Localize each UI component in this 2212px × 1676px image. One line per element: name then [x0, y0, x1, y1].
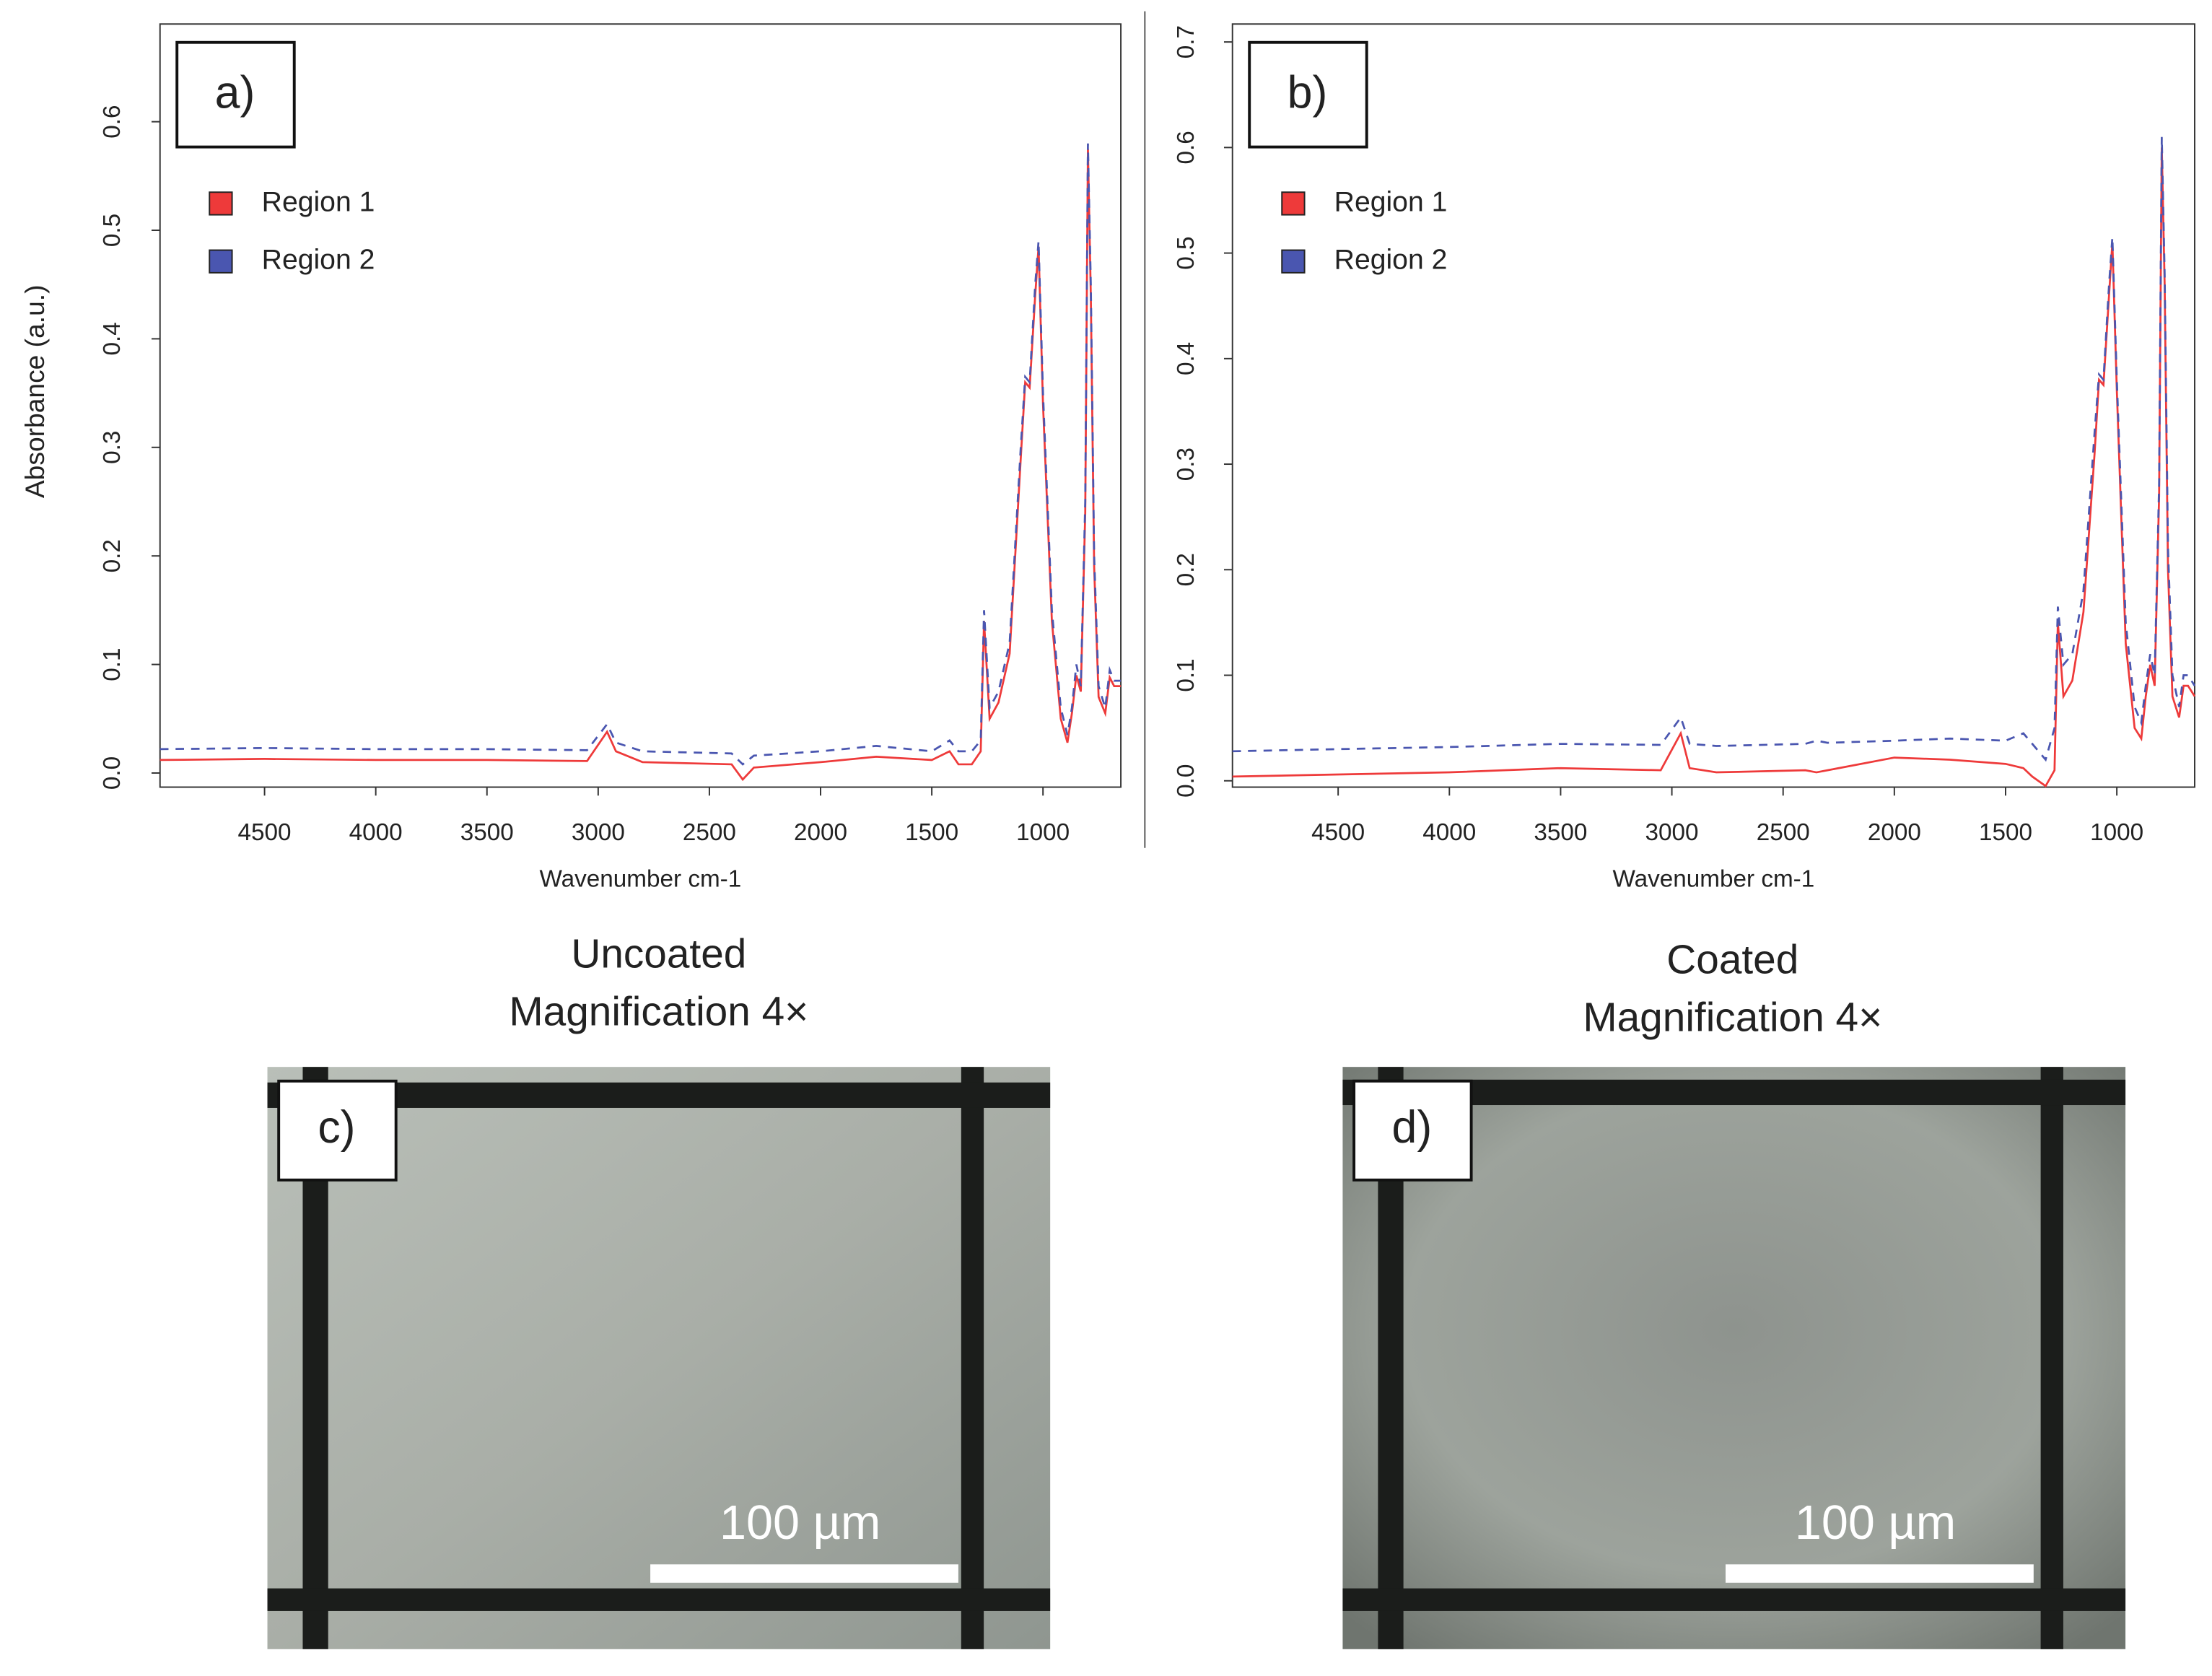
grid-bar	[961, 1067, 984, 1649]
label-box	[277, 1079, 398, 1182]
x-tick-label: 1500	[1979, 819, 2032, 846]
x-tick-label: 3500	[460, 819, 514, 846]
x-tick-label: 3000	[572, 819, 625, 846]
plot-frame	[159, 23, 1122, 788]
image-title: Uncoated	[571, 931, 746, 977]
legend-swatch	[209, 249, 233, 274]
plot-frame	[1231, 23, 2195, 788]
y-tick-label: 0.6	[99, 105, 126, 139]
y-tick-label: 0.6	[1173, 131, 1199, 164]
image-title: Coated	[1666, 937, 1798, 982]
y-tick-label: 0.3	[99, 431, 126, 464]
legend-swatch	[1281, 191, 1306, 216]
scale-label: 100 µm	[1795, 1496, 1956, 1550]
x-tick-label: 2000	[794, 819, 847, 846]
x-axis-label: Wavenumber cm-1	[1612, 866, 1814, 893]
x-tick-label: 2500	[683, 819, 736, 846]
panel-label: c)	[318, 1102, 355, 1153]
series-line	[1232, 147, 2196, 788]
grid-bar	[267, 1588, 1051, 1611]
legend-label: Region 2	[262, 245, 375, 276]
legend-swatch	[209, 191, 233, 216]
image-subtitle: Magnification 4×	[1583, 995, 1882, 1041]
photo	[1342, 1067, 2126, 1649]
grid-bar	[1342, 1588, 2126, 1611]
x-tick-label: 1000	[2090, 819, 2143, 846]
grid-bar	[1342, 1079, 2126, 1106]
legend-label: Region 2	[1334, 245, 1448, 276]
y-tick-label: 0.4	[1173, 342, 1199, 375]
x-tick-label: 4000	[1422, 819, 1476, 846]
image-subtitle: Magnification 4×	[509, 990, 808, 1035]
series-line	[159, 143, 1122, 766]
panel-label: b)	[1288, 68, 1328, 118]
y-tick-label: 0.5	[99, 214, 126, 247]
series-line	[1232, 136, 2196, 762]
x-tick-label: 4500	[1311, 819, 1365, 846]
panel-label: a)	[215, 68, 255, 118]
y-tick-label: 0.2	[99, 539, 126, 572]
panel-label: d)	[1392, 1102, 1433, 1153]
grid-bar	[267, 1082, 1051, 1108]
label-box	[1248, 40, 1368, 149]
y-tick-label: 0.0	[1173, 764, 1199, 798]
scale-bar	[1726, 1564, 2034, 1583]
y-tick-label: 0.4	[99, 322, 126, 355]
legend-label: Region 1	[1334, 186, 1448, 217]
x-tick-label: 1500	[905, 819, 958, 846]
x-tick-label: 4500	[238, 819, 292, 846]
scale-bar	[650, 1564, 958, 1583]
x-tick-label: 2500	[1757, 819, 1810, 846]
x-tick-label: 1000	[1016, 819, 1070, 846]
legend-swatch	[1281, 249, 1306, 274]
x-axis-label: Wavenumber cm-1	[540, 866, 742, 893]
x-tick-label: 2000	[1868, 819, 1921, 846]
y-tick-label: 0.1	[99, 647, 126, 681]
label-box	[1352, 1079, 1473, 1182]
label-box	[175, 40, 296, 149]
y-tick-label: 0.0	[99, 756, 126, 790]
y-tick-label: 0.3	[1173, 448, 1199, 481]
micrograph	[1342, 1067, 2126, 1649]
y-axis-label: Absorbance (a.u.)	[19, 285, 50, 499]
x-tick-label: 3000	[1645, 819, 1699, 846]
y-tick-label: 0.2	[1173, 553, 1199, 586]
x-tick-label: 3500	[1534, 819, 1587, 846]
grid-bar	[2040, 1067, 2063, 1649]
y-tick-label: 0.1	[1173, 658, 1199, 691]
x-tick-label: 4000	[349, 819, 403, 846]
series-line	[159, 149, 1122, 782]
y-tick-label: 0.5	[1173, 236, 1199, 269]
y-tick-label: 0.7	[1173, 25, 1199, 58]
micrograph	[267, 1067, 1051, 1649]
legend-label: Region 1	[262, 186, 375, 217]
photo	[267, 1067, 1051, 1649]
scale-label: 100 µm	[720, 1496, 880, 1550]
